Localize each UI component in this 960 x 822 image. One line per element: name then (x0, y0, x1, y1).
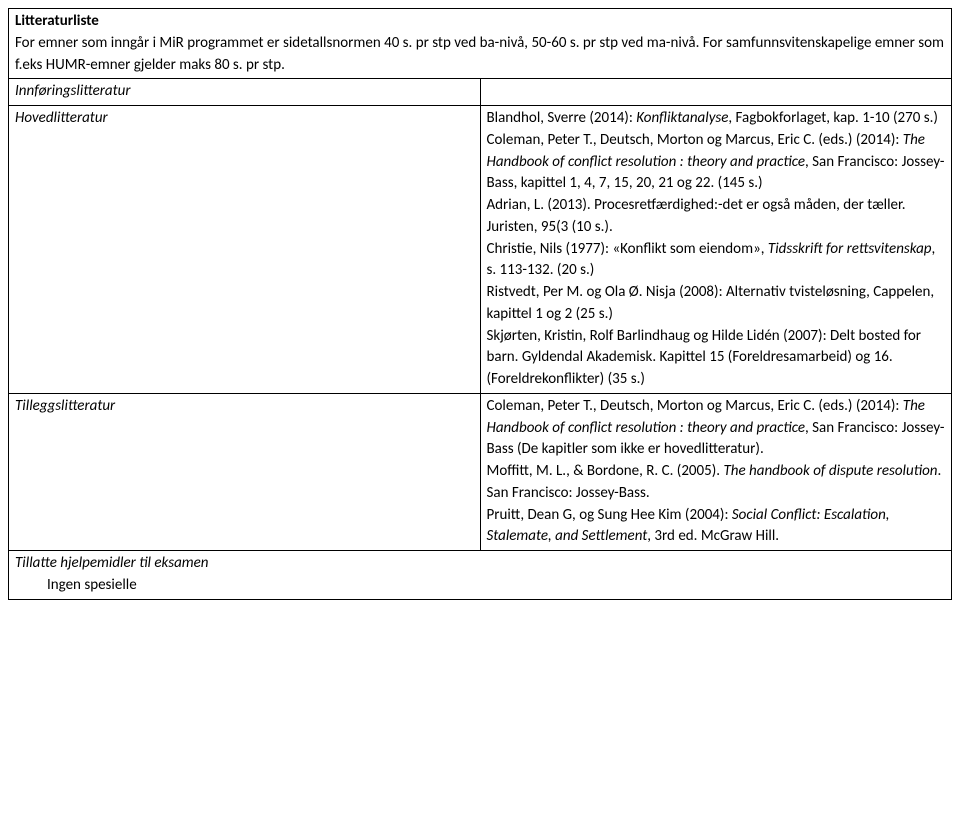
tillegg-content: Coleman, Peter T., Deutsch, Morton og Ma… (480, 393, 952, 550)
text: Coleman, Peter T., Deutsch, Morton og Ma… (487, 397, 903, 415)
text: , 3rd ed. McGraw Hill. (647, 527, 779, 545)
text-italic: Konfliktanalyse (636, 109, 728, 127)
tillatte-label: Tillatte hjelpemidler til eksamen (15, 553, 945, 575)
header-cell: Litteraturliste For emner som inngår i M… (9, 9, 952, 79)
text: Pruitt, Dean G, og Sung Hee Kim (2004): (487, 506, 732, 524)
hoved-ref5: Ristvedt, Per M. og Ola Ø. Nisja (2008):… (487, 282, 946, 326)
hoved-label: Hovedlitteratur (9, 106, 481, 394)
literature-table: Litteraturliste For emner som inngår i M… (8, 8, 952, 600)
tillatte-sub: Ingen spesielle (15, 575, 945, 597)
innforing-label: Innføringslitteratur (9, 79, 481, 106)
hoved-ref1: Blandhol, Sverre (2014): Konfliktanalyse… (487, 108, 946, 130)
tillegg-ref3: Pruitt, Dean G, og Sung Hee Kim (2004): … (487, 505, 946, 549)
hoved-ref2: Coleman, Peter T., Deutsch, Morton og Ma… (487, 130, 946, 195)
innforing-content (480, 79, 952, 106)
hoved-ref3: Adrian, L. (2013). Procesretfærdighed:-d… (487, 195, 946, 239)
tillegg-ref2: Moffitt, M. L., & Bordone, R. C. (2005).… (487, 461, 946, 505)
tillegg-ref1: Coleman, Peter T., Deutsch, Morton og Ma… (487, 396, 946, 461)
text: , Fagbokforlaget, kap. 1-10 (270 s.) (728, 109, 938, 127)
text: Coleman, Peter T., Deutsch, Morton og Ma… (487, 131, 903, 149)
text-italic: The handbook of dispute resolution (723, 462, 937, 480)
hoved-ref4: Christie, Nils (1977): «Konflikt som eie… (487, 239, 946, 283)
text-italic: Tidsskrift for rettsvitenskap (768, 240, 932, 258)
header-description: For emner som inngår i MiR programmet er… (15, 33, 945, 77)
text: Moffitt, M. L., & Bordone, R. C. (2005). (487, 462, 724, 480)
text: Christie, Nils (1977): «Konflikt som eie… (487, 240, 768, 258)
tillatte-cell: Tillatte hjelpemidler til eksamen Ingen … (9, 551, 952, 600)
tillegg-label: Tilleggslitteratur (9, 393, 481, 550)
hoved-ref6: Skjørten, Kristin, Rolf Barlindhaug og H… (487, 326, 946, 391)
header-title: Litteraturliste (15, 11, 945, 33)
text: Blandhol, Sverre (2014): (487, 109, 637, 127)
hoved-content: Blandhol, Sverre (2014): Konfliktanalyse… (480, 106, 952, 394)
